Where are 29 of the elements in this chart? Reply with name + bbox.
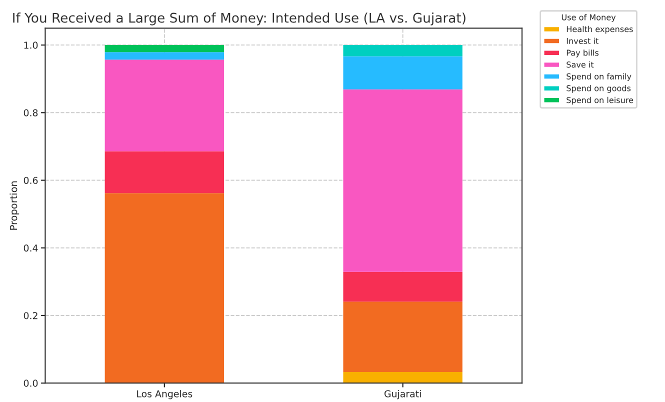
x-tick-label: Los Angeles	[137, 390, 192, 400]
y-tick-label: 0.6	[24, 176, 38, 184]
bar	[343, 272, 462, 302]
bar	[343, 372, 462, 384]
legend-label: Spend on goods	[566, 85, 631, 93]
legend-label: Save it	[566, 61, 594, 68]
bar	[104, 60, 224, 152]
y-tick-label: 0.2	[24, 312, 38, 320]
y-tick-label: 0.8	[24, 109, 38, 116]
y-axis-title: Proportion	[10, 181, 20, 230]
legend-label: Pay bills	[566, 50, 599, 58]
bar	[104, 193, 224, 384]
bar	[104, 45, 224, 52]
legend-label: Invest it	[566, 38, 598, 44]
bar	[343, 302, 462, 372]
bar	[343, 56, 462, 90]
legend-title: Use of Money	[562, 14, 616, 22]
bar	[343, 45, 462, 56]
chart-title: If You Received a Large Sum of Money: Intended Use (LA vs. Gujarat)	[13, 12, 466, 26]
y-tick-label: 1.0	[24, 42, 38, 49]
bar	[104, 151, 224, 194]
bar	[104, 52, 224, 60]
y-tick-label: 0.4	[24, 244, 38, 252]
legend-label: Spend on leisure	[566, 96, 634, 105]
legend-label: Spend on family	[566, 73, 632, 82]
y-tick-label: 0.0	[24, 380, 38, 387]
bar	[343, 89, 462, 272]
legend-label: Health expenses	[566, 26, 633, 34]
x-tick-label: Gujarati	[384, 390, 421, 400]
